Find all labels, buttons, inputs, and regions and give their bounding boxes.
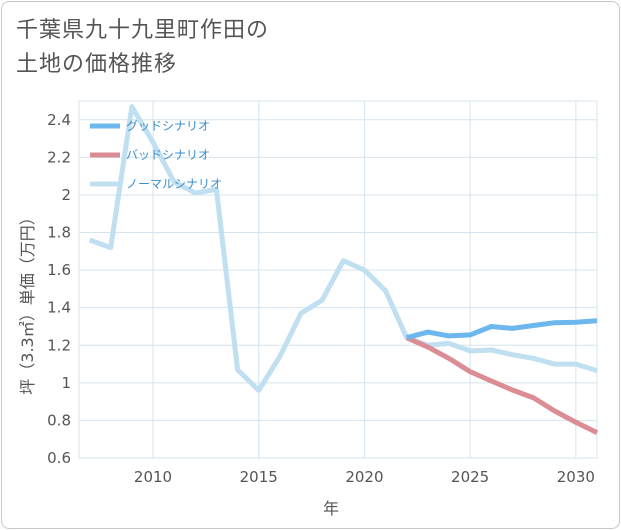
y-tick-label: 1.2 (47, 336, 71, 354)
y-tick-label: 2.2 (47, 148, 71, 166)
x-tick-label: 2030 (557, 468, 595, 486)
y-tick-label: 1 (61, 374, 71, 392)
chart-title: 千葉県九十九里町作田の 土地の価格推移 (16, 18, 270, 77)
legend-label: グッドシナリオ (126, 119, 210, 133)
series-line-2 (405, 335, 599, 435)
legend-label: バッドシナリオ (126, 148, 210, 162)
x-tick-label: 2010 (134, 468, 172, 486)
x-tick-label: 2015 (240, 468, 278, 486)
series-line-1 (406, 318, 598, 341)
grid-layer (78, 100, 598, 459)
tick-layer: 0.6 0.8 1 1.2 1.4 1.6 1.8 2 2.2 2.4 2010 2015 2020 20… (47, 111, 595, 486)
x-tick-label: 2020 (345, 468, 383, 486)
y-tick-label: 0.6 (47, 449, 71, 467)
y-tick-label: 2.4 (47, 111, 71, 129)
y-tick-label: 1.6 (47, 261, 71, 279)
y-tick-label: 2 (61, 186, 71, 204)
x-tick-label: 2025 (451, 468, 489, 486)
legend-label: ノーマルシナリオ (126, 177, 222, 191)
x-axis-label: 年 (323, 499, 339, 518)
series-layer (88, 104, 599, 435)
y-tick-label: 1.4 (47, 299, 71, 317)
y-tick-label: 0.8 (47, 411, 71, 429)
y-axis-label: 坪（3.3㎡）単価（万円） (18, 209, 37, 394)
y-tick-label: 1.8 (47, 224, 71, 242)
